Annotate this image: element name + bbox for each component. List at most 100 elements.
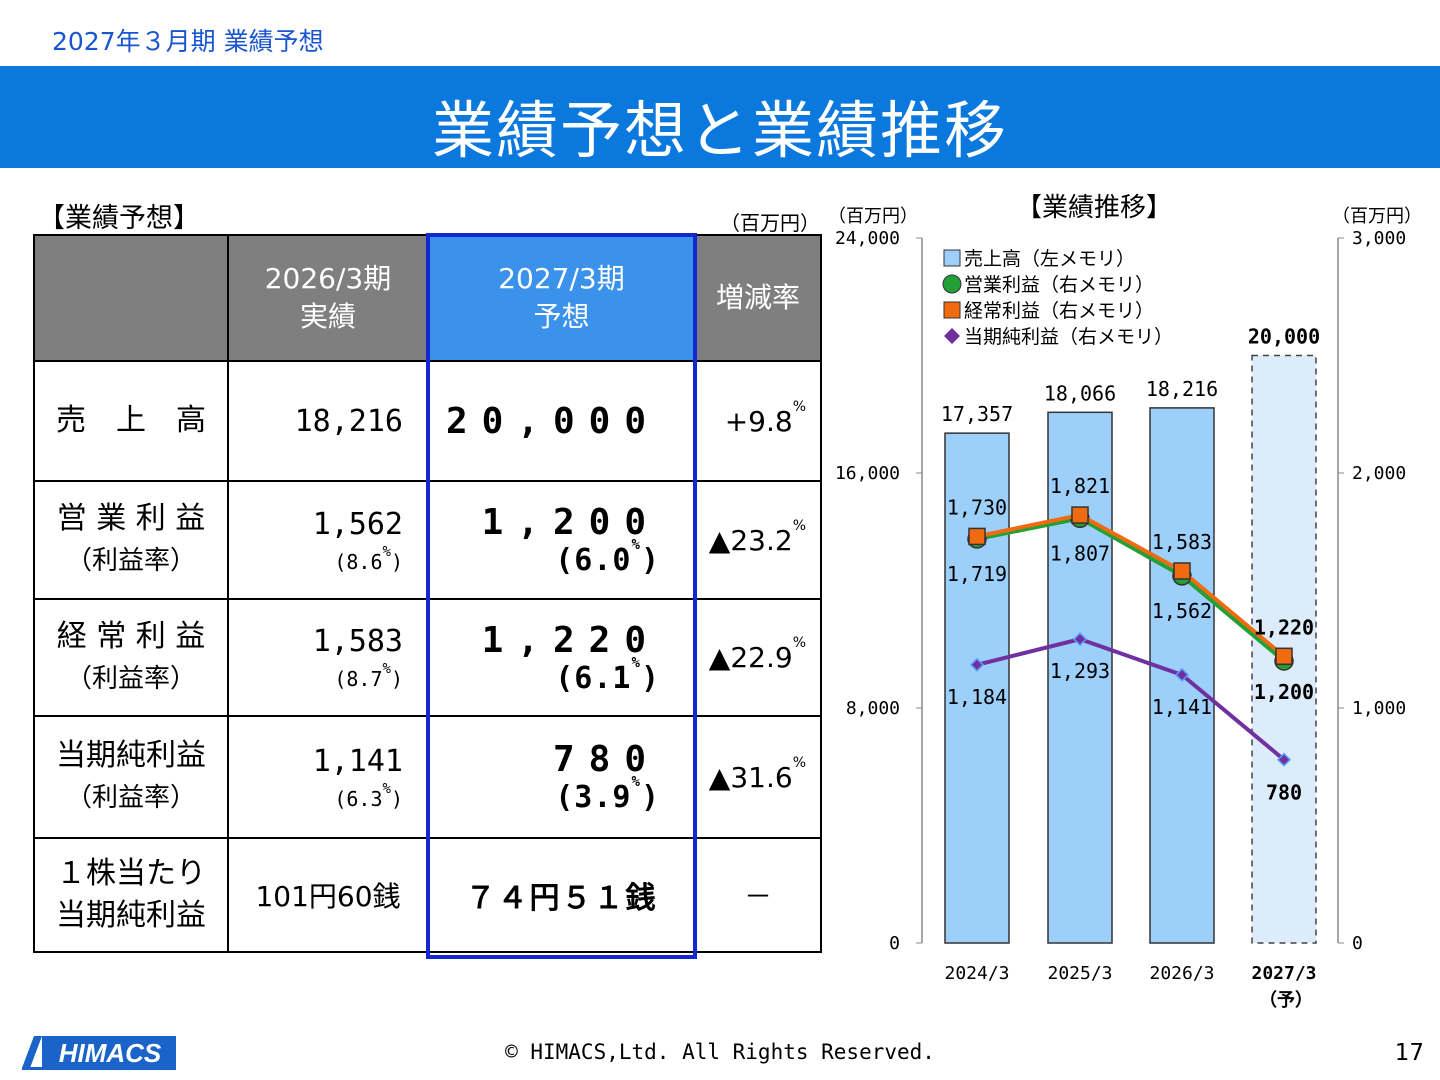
prev-value: 101円60銭 [227,837,429,953]
series-marker [1174,667,1190,682]
metric-name: 当期純利益 [56,738,206,773]
line-value-label: 1,184 [947,685,1007,709]
right-tick-label: 1,000 [1352,698,1406,719]
line-value-label: 1,293 [1050,659,1110,683]
line-value-label: 1,807 [1050,541,1110,565]
forecast-note: （予） [1259,990,1313,1011]
left-tick-label: 24,000 [835,228,900,249]
series-line [976,516,1286,663]
header-prev-line2: 実績 [299,300,356,333]
forecast-heading: 【業績予想】 [38,203,200,234]
line-value-label: 1,719 [947,562,1007,586]
legend-swatch [943,301,961,319]
sales-bars [944,354,1317,944]
prev-value-text: 18,216 [294,403,403,439]
x-tick-label: 2025/3 [1047,963,1112,984]
series-marker [968,527,986,546]
himacs-logo: HIMACS [22,1036,176,1070]
left-tick-label: 16,000 [835,463,900,484]
prev-value: 1,141 (6.3%) [227,715,429,839]
left-axis-unit: （百万円） [828,206,918,227]
percent-mark: % [792,398,806,415]
line-value-label: 1,583 [1152,530,1212,554]
percent-mark: % [792,635,806,651]
prev-value: 1,583 (8.7%) [227,598,429,717]
forecast-value: ７４円５１銭 [427,837,696,953]
page-title: 業績予想と業績推移 [431,94,1008,167]
forecast-rate: (6.0%) [555,537,660,578]
right-tick-label: 3,000 [1352,228,1406,249]
prev-rate: (8.7%) [334,661,403,691]
forecast-value-text: 20,000 [445,400,660,442]
table-row: 経 常 利 益 （利益率） 1,583 (8.7%) 1,220 (6.1%) ▲22… [33,598,822,717]
forecast-value-text: 1,220 [481,619,660,661]
title-banner: 業績予想と業績推移 [0,66,1440,168]
prev-value: 18,216 [227,360,429,482]
series-line [976,637,1286,762]
series-marker [1276,752,1292,767]
forecast-unit: （百万円） [720,211,820,235]
sales-bar [1047,411,1113,944]
svg-text:HIMACS: HIMACS [59,1038,162,1068]
sales-bar-label: 18,216 [1146,377,1218,401]
forecast-value: 1,200 (6.0%) [427,480,696,600]
legend-label: 当期純利益（右メモリ） [964,326,1173,348]
percent-mark: % [792,517,806,534]
metric-label: １株当たり 当期純利益 [33,837,229,953]
legend-label: 経常利益（右メモリ） [964,300,1154,322]
change-value: +9.8% [694,360,822,482]
right-tick-label: 2,000 [1352,463,1406,484]
header-prev: 2026/3期 実績 [227,234,429,362]
line-value-label: 780 [1266,781,1302,805]
prev-value-text: 101円60銭 [255,880,401,913]
change-value: ▲22.9% [694,598,822,717]
forecast-table: 2026/3期 実績 2027/3期 予想 増減率 売 上 高 18,216 2… [33,234,822,953]
metric-name: 売 上 高 [56,403,206,438]
page-number: 17 [1394,1040,1424,1066]
prev-rate: (8.6%) [334,543,403,574]
chart-title: 【業績推移】 [1016,193,1172,223]
x-tick-label: 2026/3 [1149,963,1214,984]
header-current: 2027/3期 予想 [427,234,696,362]
axes: 0 8,000 16,000 24,000 0 1,000 2,000 3,000 2024/3… [835,228,1406,1011]
metric-label: 当期純利益 （利益率） [33,715,229,839]
metric-sub: （利益率） [65,663,196,694]
line-value-label: 1,220 [1254,615,1314,639]
left-tick-label: 8,000 [846,698,900,719]
legend-swatch [943,249,961,267]
line-value-label: 1,562 [1152,599,1212,623]
sales-bar [944,432,1010,944]
table-row: １株当たり 当期純利益 101円60銭 ７４円５１銭 － [33,837,822,953]
change-value: ▲31.6% [694,715,822,839]
prev-value-text: 1,562 [312,506,403,542]
metric-label: 売 上 高 [33,360,229,482]
data-labels: 17,357 18,066 18,216 20,000 1,730 1,821 1,583 1… [941,325,1320,805]
metric-sub: （利益率） [65,546,196,576]
metric-label: 営 業 利 益 （利益率） [33,480,229,600]
line-value-label: 1,821 [1050,474,1110,498]
chart-legend: 売上高（左メモリ） 営業利益（右メモリ） 経常利益（右メモリ） 当期純利益（右メモリ） [942,248,1173,348]
page-subtitle: 2027年３月期 業績予想 [52,27,324,56]
series-marker [1072,632,1088,647]
series-marker [1173,562,1191,580]
sales-bar-label: 18,066 [1044,381,1116,405]
legend-swatch [942,274,962,294]
prev-rate: (6.3%) [334,780,403,811]
metric-name: 経 常 利 益 [56,618,206,654]
metric-label: 経 常 利 益 （利益率） [33,598,229,717]
x-tick-label: 2027/3 [1251,963,1316,984]
change-value-text: － [743,880,772,913]
series-marker [969,657,985,672]
prev-value-text: 1,583 [312,624,403,659]
change-value-text: ▲31.6 [708,760,793,794]
change-value-text: ▲22.9 [708,641,793,674]
header-change: 増減率 [694,234,822,362]
legend-label: 営業利益（右メモリ） [964,274,1154,296]
copyright-text: © HIMACS,Ltd. All Rights Reserved. [505,1040,935,1064]
change-value-text: ▲23.2 [708,523,793,557]
metric-name: １株当たり [56,856,206,891]
change-value-text: +9.8 [724,404,793,438]
metric-name: 営 業 利 益 [56,501,206,536]
forecast-column-highlight [426,233,697,959]
line-value-label: 1,200 [1254,680,1314,704]
